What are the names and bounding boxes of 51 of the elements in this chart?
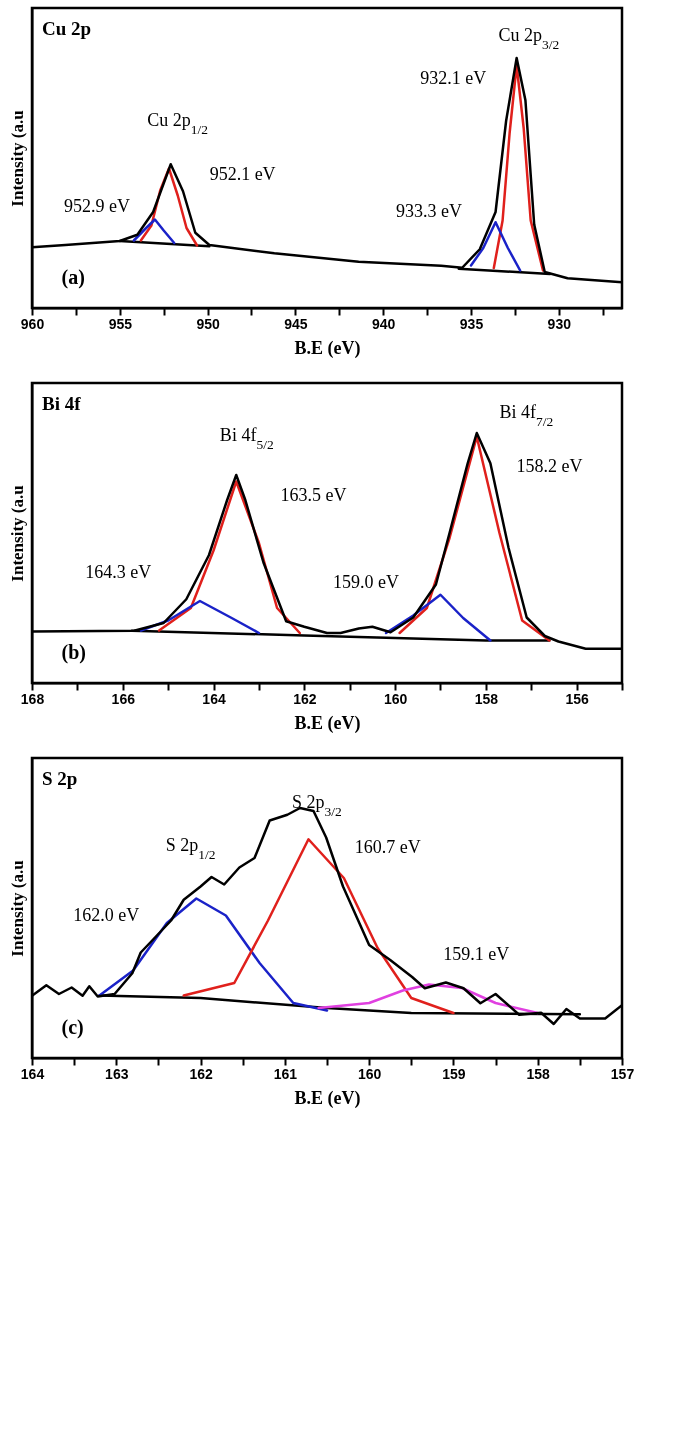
- x-tick-label: 156: [565, 690, 590, 707]
- x-tick-label: 161: [273, 1065, 298, 1082]
- x-tick-label: 158: [474, 690, 499, 707]
- x-tick-label: 945: [284, 315, 308, 332]
- y-axis-title: Intensity (a.u: [7, 485, 27, 582]
- annotation: Cu 2p$_{1/2}$: [147, 109, 209, 136]
- annotation: 163.5 eV: [280, 484, 347, 505]
- y-axis-title: Intensity (a.u: [7, 110, 27, 207]
- x-tick-label: 160: [383, 690, 408, 707]
- x-tick-label: 162: [293, 690, 317, 707]
- x-tick-label: 950: [196, 315, 220, 332]
- x-tick-label: 162: [189, 1065, 213, 1082]
- x-tick-label: 166: [111, 690, 136, 707]
- text: Cu 2p$_{3/2}$: [498, 24, 560, 52]
- x-axis-title: B.E (eV): [294, 337, 361, 359]
- x-axis-title: B.E (eV): [294, 1087, 361, 1109]
- annotation: (c): [61, 1016, 84, 1039]
- x-axis-title: B.E (eV): [294, 712, 361, 734]
- annotation: 159.0 eV: [332, 572, 399, 593]
- x-tick-label: 164: [202, 690, 226, 707]
- annotation: 160.7 eV: [354, 837, 421, 857]
- annotation: (a): [61, 266, 85, 289]
- chart-title: S 2p: [42, 768, 78, 789]
- annotation: 933.3 eV: [396, 201, 463, 221]
- x-tick-label: 930: [547, 315, 572, 332]
- x-tick-label: 168: [20, 690, 45, 707]
- annotation: Bi 4f$_{5/2}$: [219, 424, 274, 451]
- chart-title: Cu 2p: [42, 18, 92, 39]
- annotation: 952.9 eV: [63, 195, 130, 216]
- x-tick-label: 940: [372, 315, 396, 332]
- x-tick-label: 164: [20, 1065, 45, 1082]
- x-tick-label: 960: [20, 315, 45, 332]
- x-tick-label: 935: [459, 315, 484, 332]
- annotation: 932.1 eV: [420, 68, 487, 89]
- annotation: S 2p$_{3/2}$: [292, 792, 342, 819]
- x-tick-label: 157: [610, 1065, 635, 1082]
- text: Bi 4f$_{7/2}$: [499, 402, 554, 429]
- x-tick-label: 163: [105, 1065, 129, 1082]
- annotation: 164.3 eV: [85, 561, 152, 582]
- x-tick-label: 158: [526, 1065, 551, 1082]
- x-tick-label: 160: [357, 1065, 382, 1082]
- x-tick-label: 159: [442, 1065, 466, 1082]
- chart-title: Bi 4f: [42, 393, 82, 414]
- annotation: 158.2 eV: [516, 455, 583, 476]
- annotation: 162.0 eV: [73, 904, 140, 925]
- x-tick-label: 955: [108, 315, 133, 332]
- annotation: 952.1 eV: [209, 163, 276, 184]
- annotation: 159.1 eV: [443, 944, 510, 965]
- annotation: (b): [61, 641, 86, 664]
- y-axis-title: Intensity (a.u: [7, 860, 27, 957]
- annotation: S 2p$_{1/2}$: [165, 834, 216, 862]
